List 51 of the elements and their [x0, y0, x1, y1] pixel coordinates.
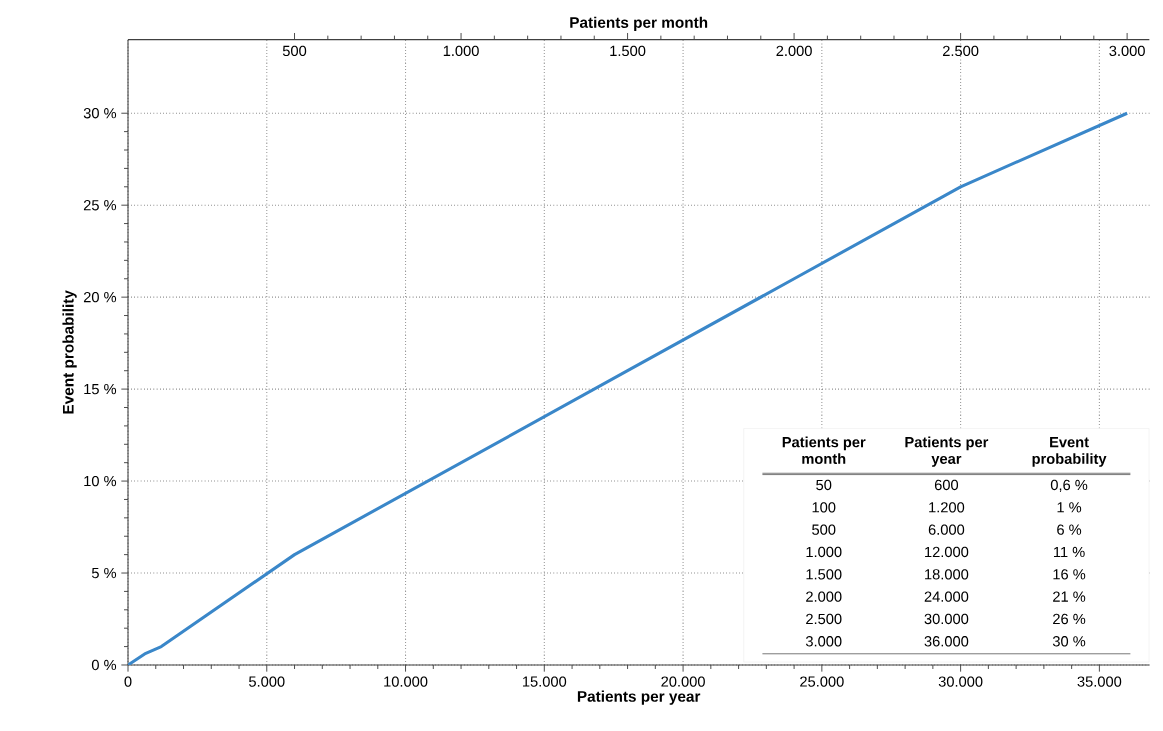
x2-tick-label: 500 [282, 45, 307, 57]
x-tick-label: 15.000 [522, 676, 567, 687]
x-tick-label: 20.000 [661, 676, 705, 687]
x-tick-label: 5.000 [249, 676, 285, 687]
x2-tick-label: 2.500 [942, 45, 979, 57]
x-tick-label: 10.000 [384, 676, 428, 687]
annotation: Event probability [1032, 437, 1107, 467]
annotation: 2.000 [806, 591, 842, 602]
x2-tick-label: 3.000 [1109, 45, 1145, 57]
annotation: Patients per month [782, 436, 866, 464]
annotation: Patients per year [905, 436, 989, 467]
annotation: 18.000 [925, 569, 969, 580]
annotation: 6.000 [928, 524, 965, 535]
annotation: 21 % [1053, 591, 1086, 602]
annotation: 1.200 [929, 502, 965, 513]
x-tick-label: 0 [124, 676, 132, 687]
annotation: 0,6 % [1050, 479, 1088, 492]
annotation: 50 [816, 479, 832, 491]
y-tick-label: 20 % [83, 291, 117, 303]
annotation: 1 % [1057, 502, 1082, 513]
annotation: 12.000 [925, 546, 969, 558]
x2-axis-title: Patients per month [570, 16, 708, 31]
annotation: 16 % [1053, 569, 1086, 580]
y-tick-label: 25 % [83, 200, 117, 211]
x2-tick-label: 1.500 [610, 45, 646, 57]
annotation: 1.000 [806, 546, 842, 558]
x-axis-title: Patients per year [577, 690, 701, 705]
x-tick-label: 25.000 [800, 676, 844, 687]
y-axis-title: Event probability [62, 290, 77, 414]
y-tick-label: 15 % [84, 383, 117, 395]
x-tick-label: 30.000 [938, 676, 983, 687]
annotation: 600 [934, 479, 959, 491]
annotation: 30 % [1052, 636, 1086, 647]
annotation: 500 [812, 524, 836, 535]
annotation: 2.500 [806, 613, 842, 625]
annotation: 24.000 [924, 591, 969, 602]
annotation: 100 [812, 502, 836, 513]
y-tick-label: 30 % [83, 108, 117, 119]
y-tick-label: 10 % [84, 475, 117, 487]
x2-tick-label: 2.000 [776, 45, 812, 57]
x2-tick-label: 1.000 [443, 45, 479, 57]
y-tick-label: 5 % [91, 567, 117, 579]
annotation: 30.000 [924, 613, 969, 625]
annotation: 3.000 [805, 636, 842, 647]
annotation: 26 % [1053, 613, 1086, 625]
x-tick-label: 35.000 [1077, 676, 1122, 687]
annotation: 1.500 [806, 569, 842, 580]
annotation: 6 % [1057, 524, 1082, 535]
y-tick-label: 0 % [91, 659, 117, 671]
annotation: 11 % [1054, 546, 1085, 558]
annotation: 36.000 [924, 636, 969, 647]
